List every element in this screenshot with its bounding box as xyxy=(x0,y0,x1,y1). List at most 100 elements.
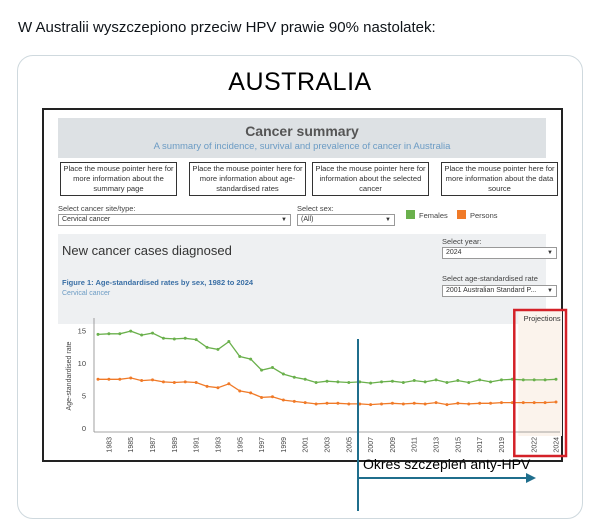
x-tick-label: 2024 xyxy=(554,437,561,453)
data-point-females xyxy=(445,381,449,384)
data-point-females xyxy=(151,331,155,335)
data-point-females xyxy=(434,378,438,382)
x-tick-label: 2019 xyxy=(499,437,506,453)
data-point-females xyxy=(467,381,471,384)
y-tick-label: 5 xyxy=(82,392,86,401)
data-point-females xyxy=(423,380,427,384)
data-point-persons xyxy=(129,376,133,380)
y-tick-label: 15 xyxy=(78,327,86,336)
legend-females-label: Females xyxy=(419,211,448,220)
summary-header: Cancer summary A summary of incidence, s… xyxy=(58,118,546,158)
data-point-persons xyxy=(532,401,536,405)
data-point-females xyxy=(554,377,558,381)
rate-label: Select age-standardised rate xyxy=(442,274,538,283)
data-point-females xyxy=(161,336,165,340)
data-point-females xyxy=(227,340,231,344)
data-point-females xyxy=(249,357,253,361)
x-tick-label: 1985 xyxy=(128,437,135,453)
x-tick-label: 2017 xyxy=(477,437,484,453)
data-point-persons xyxy=(172,381,176,384)
image-card[interactable]: AUSTRALIA Cancer summary A summary of in… xyxy=(17,55,583,519)
data-point-persons xyxy=(325,401,329,405)
data-point-females xyxy=(380,380,384,384)
data-point-persons xyxy=(369,403,373,407)
data-point-persons xyxy=(118,377,122,381)
data-point-persons xyxy=(521,401,525,405)
data-point-females xyxy=(96,332,100,336)
data-point-persons xyxy=(161,380,165,384)
info-box-summary: Place the mouse pointer here for more in… xyxy=(60,162,177,196)
x-tick-label: 2013 xyxy=(434,437,441,453)
data-point-females xyxy=(260,368,264,372)
data-point-persons xyxy=(151,378,155,382)
chevron-down-icon: ▼ xyxy=(385,217,391,223)
data-point-persons xyxy=(281,398,285,402)
x-tick-label: 1999 xyxy=(281,437,288,453)
data-point-persons xyxy=(467,402,471,406)
data-point-females xyxy=(336,380,340,384)
year-select: 2024 ▼ xyxy=(442,247,557,259)
chevron-down-icon: ▼ xyxy=(547,288,553,294)
data-point-persons xyxy=(401,402,405,406)
vaccination-period-label: Okres szczepień anty-HPV xyxy=(363,456,531,472)
dashboard-subtitle: A summary of incidence, survival and pre… xyxy=(153,141,451,152)
data-point-persons xyxy=(336,401,340,405)
series-line-females xyxy=(97,330,557,384)
data-point-persons xyxy=(96,377,100,381)
cancer-site-select: Cervical cancer ▼ xyxy=(58,214,291,226)
dashboard-screenshot: Cancer summary A summary of incidence, s… xyxy=(42,108,563,462)
arrow-head-icon xyxy=(526,473,536,483)
data-point-females xyxy=(314,381,318,384)
data-point-persons xyxy=(499,401,503,405)
data-point-females xyxy=(521,378,525,382)
y-tick-label: 0 xyxy=(82,424,86,433)
year-value: 2024 xyxy=(446,249,462,256)
data-point-persons xyxy=(238,389,242,393)
data-point-persons xyxy=(303,401,307,405)
x-tick-label: 1991 xyxy=(194,437,201,453)
data-point-persons xyxy=(347,402,351,406)
data-point-persons xyxy=(489,401,493,405)
x-tick-label: 2015 xyxy=(455,437,462,453)
chevron-down-icon: ▼ xyxy=(547,250,553,256)
x-tick-label: 1995 xyxy=(237,437,244,453)
sex-label: Select sex: xyxy=(297,204,334,213)
data-point-females xyxy=(401,381,405,384)
chevron-down-icon: ▼ xyxy=(281,217,287,223)
card-title: AUSTRALIA xyxy=(228,68,372,96)
data-point-females xyxy=(347,381,351,384)
year-label: Select year: xyxy=(442,237,482,246)
data-point-persons xyxy=(194,381,198,384)
figure-subtitle: Cervical cancer xyxy=(62,290,111,297)
projections-highlight-box xyxy=(513,308,568,458)
x-tick-label: 1989 xyxy=(172,437,179,453)
data-point-females xyxy=(216,347,220,351)
data-point-females xyxy=(325,379,329,383)
x-tick-label: 1993 xyxy=(215,437,222,453)
cancer-site-value: Cervical cancer xyxy=(62,216,111,223)
data-point-females xyxy=(543,378,547,382)
legend-females-swatch xyxy=(406,210,415,219)
projection-region xyxy=(518,310,562,436)
data-point-females xyxy=(140,333,144,337)
data-point-persons xyxy=(260,395,264,399)
data-point-persons xyxy=(216,386,220,390)
x-tick-label: 2001 xyxy=(303,437,310,453)
chart-svg: 0 5 10 15 Age-standardised rate 1983 1985 1987 1… xyxy=(66,308,568,511)
y-axis-label: Age-standardised rate xyxy=(66,341,73,410)
x-tick-label: 2003 xyxy=(325,437,332,453)
data-point-persons xyxy=(227,382,231,386)
x-tick-label: 1987 xyxy=(150,437,157,453)
info-box-source: Place the mouse pointer here for more in… xyxy=(441,162,558,196)
data-point-persons xyxy=(390,401,394,405)
x-tick-label: 2009 xyxy=(390,437,397,453)
y-tick-label: 10 xyxy=(78,359,86,368)
data-point-females xyxy=(489,380,493,384)
sex-select: (All) ▼ xyxy=(297,214,395,226)
data-point-persons xyxy=(249,391,253,395)
data-point-persons xyxy=(140,379,144,383)
data-point-females xyxy=(303,377,307,381)
x-tick-label: 1997 xyxy=(259,437,266,453)
data-point-persons xyxy=(543,401,547,405)
data-point-persons xyxy=(183,380,187,384)
